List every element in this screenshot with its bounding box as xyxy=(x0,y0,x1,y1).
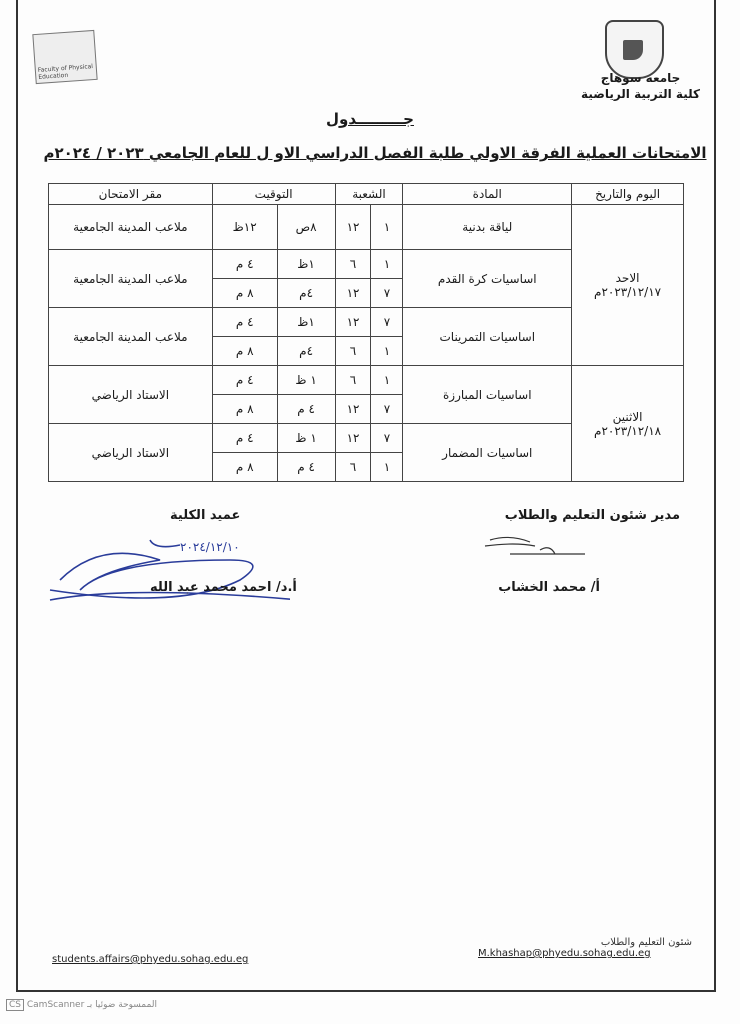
table-row: اساسيات التمرينات ٧ ١٢ ١ظ ٤ م ملاعب المدينة ا… xyxy=(48,307,684,366)
place-cell: ملاعب المدينة الجامعية xyxy=(48,249,213,308)
date: ٢٠٢٣/١٢/١٨م xyxy=(594,423,662,438)
group-to-cell: ١٢ xyxy=(334,307,372,337)
time-from-cell: ٤ م xyxy=(276,452,336,482)
time-to-cell: ٨ م xyxy=(211,452,278,482)
document-subtitle: الامتحانات العملية الفرقة الاولي طلبة ال… xyxy=(43,144,707,162)
dean-title: عميد الكلية xyxy=(170,508,241,523)
group-to-cell: ٦ xyxy=(334,336,372,366)
group-from-cell: ٧ xyxy=(370,307,404,337)
time-to-cell: ٤ م xyxy=(211,249,278,279)
institution-header: جامعه سوهاج كلية التربية الرياضية xyxy=(581,70,700,102)
subject-cell: اساسيات المضمار xyxy=(402,423,573,482)
header-group: الشعبة xyxy=(334,183,404,205)
dean-signature xyxy=(49,539,290,601)
table-row: الاحد ٢٠٢٣/١٢/١٧م لياقة بدنية ١ ١٢ ٨ص ١٢ظ ملاعب… xyxy=(48,204,684,366)
time-to-cell: ٤ م xyxy=(211,423,278,453)
time-from-cell: ٤ م xyxy=(276,394,336,424)
university-name: جامعه سوهاج xyxy=(600,71,681,85)
faculty-stamp-logo: Faculty of Physical Education xyxy=(32,29,98,85)
time-from-cell: ١ظ xyxy=(276,307,336,337)
header-day-date: اليوم والتاريخ xyxy=(571,183,684,205)
group-to-cell: ١٢ xyxy=(334,394,372,424)
group-from-cell: ١ xyxy=(370,204,404,250)
header-place: مقر الامتحان xyxy=(48,183,213,205)
subject-cell: اساسيات التمرينات xyxy=(402,307,573,366)
day-name: الاحد xyxy=(615,271,640,285)
left-email-link[interactable]: students.affairs@phyedu.sohag.edu.eg xyxy=(52,954,249,965)
header-subject: المادة xyxy=(402,183,573,205)
group-to-cell: ٦ xyxy=(334,452,372,482)
place-cell: ملاعب المدينة الجامعية xyxy=(48,307,213,366)
footer-dept: شئون التعليم والطلاب xyxy=(600,937,692,948)
group-from-cell: ١ xyxy=(370,365,404,395)
group-to-cell: ١٢ xyxy=(334,278,372,308)
time-from-cell: ٤م xyxy=(276,336,336,366)
camscanner-watermark: CS CamScanner الممسوحة ضوئيا بـ xyxy=(6,999,157,1011)
time-from-cell: ١ ظ xyxy=(276,365,336,395)
place-cell: ملاعب المدينة الجامعية xyxy=(48,204,213,250)
time-to-cell: ١٢ظ xyxy=(211,204,278,250)
time-from-cell: ٤م xyxy=(276,278,336,308)
time-to-cell: ٤ م xyxy=(211,365,278,395)
group-to-cell: ١٢ xyxy=(334,423,372,453)
document-title: جـــــــــدول xyxy=(326,110,414,128)
subject-cell: اساسيات كرة القدم xyxy=(402,249,573,308)
group-to-cell: ٦ xyxy=(334,365,372,395)
date: ٢٠٢٣/١٢/١٧م xyxy=(594,285,662,299)
group-from-cell: ١ xyxy=(370,452,404,482)
group-from-cell: ١ xyxy=(370,336,404,366)
group-to-cell: ١٢ xyxy=(334,204,372,250)
place-cell: الاستاد الرياضي xyxy=(48,365,213,424)
exam-schedule-table: اليوم والتاريخ المادة الشعبة التوقيت مقر… xyxy=(48,183,684,482)
day-name: الاثنين xyxy=(612,409,643,424)
time-to-cell: ٨ م xyxy=(211,278,278,308)
group-from-cell: ١ xyxy=(370,249,404,279)
time-from-cell: ١ ظ xyxy=(276,423,336,453)
right-email-link[interactable]: M.khashap@phyedu.sohag.edu.eg xyxy=(478,948,651,959)
subject-cell: اساسيات المبارزة xyxy=(402,365,573,424)
time-to-cell: ٤ م xyxy=(211,307,278,337)
subject-cell: لياقة بدنية xyxy=(402,204,573,250)
table-header-row: اليوم والتاريخ المادة الشعبة التوقيت مقر… xyxy=(48,183,684,205)
group-to-cell: ٦ xyxy=(334,249,372,279)
dean-handwritten-date: ٢٠٢٤/١٢/١٠ xyxy=(180,540,240,554)
group-from-cell: ٧ xyxy=(370,394,404,424)
day-date-cell: الاحد ٢٠٢٣/١٢/١٧م xyxy=(571,204,684,366)
faculty-name: كلية التربية الرياضية xyxy=(581,87,700,101)
header-time: التوقيت xyxy=(211,183,336,205)
dean-name: أ.د/ احمد محمد عبد الله xyxy=(150,580,297,595)
affairs-manager-title: مدير شئون التعليم والطلاب xyxy=(504,508,680,523)
group-from-cell: ٧ xyxy=(370,423,404,453)
table-row: ١ ٦ ٤م ٨ م xyxy=(49,336,684,366)
place-cell: الاستاد الرياضي xyxy=(48,423,213,482)
page-border xyxy=(16,0,716,992)
affairs-manager-name: أ/ محمد الخشاب xyxy=(498,580,600,595)
time-from-cell: ١ظ xyxy=(276,249,336,279)
day-date-cell: الاثنين ٢٠٢٣/١٢/١٨م xyxy=(571,365,684,482)
affairs-manager-signature xyxy=(484,536,585,555)
table-row: ٧ ١٢ ٤م ٨ م xyxy=(49,278,684,308)
time-to-cell: ٨ م xyxy=(211,394,278,424)
university-logo xyxy=(605,20,664,79)
time-from-cell: ٨ص xyxy=(276,204,336,250)
table-row: اساسيات كرة القدم ١ ٦ ١ظ ٤ م ملاعب المدينة ال… xyxy=(48,249,684,308)
group-from-cell: ٧ xyxy=(370,278,404,308)
time-to-cell: ٨ م xyxy=(211,336,278,366)
